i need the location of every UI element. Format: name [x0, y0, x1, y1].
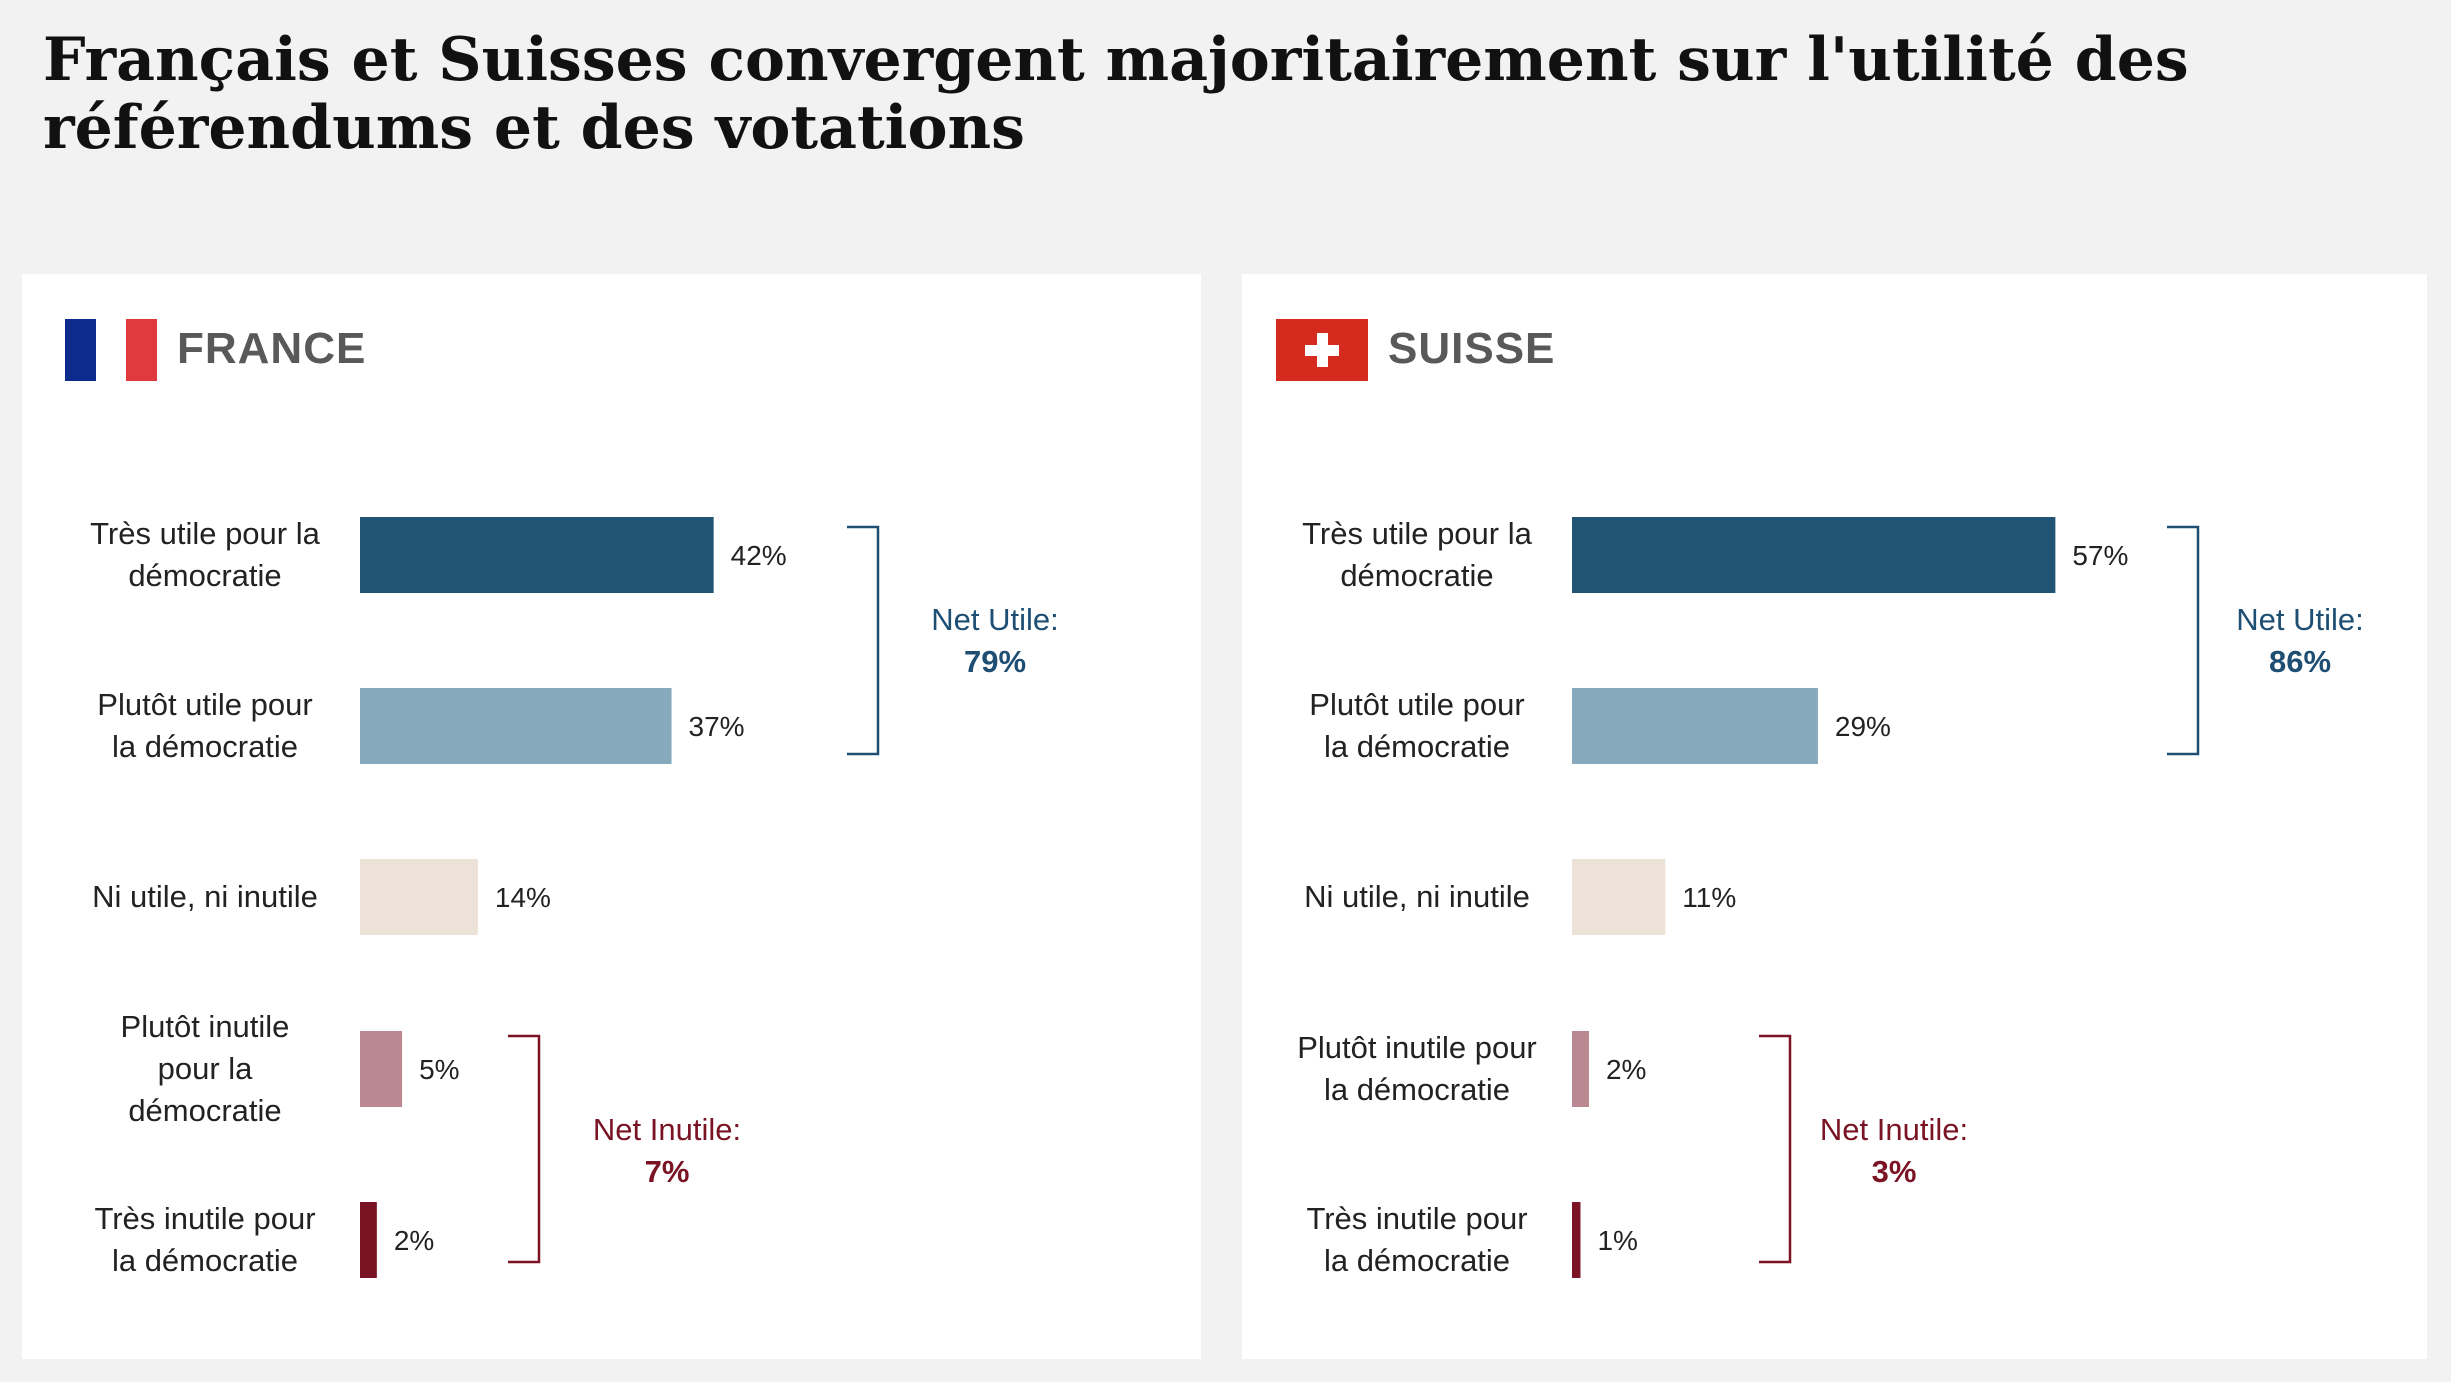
- bar-plutot-inutile: [360, 1031, 403, 1107]
- net-inutile-value: 3%: [1871, 1154, 1917, 1189]
- category-label-line: démocratie: [1340, 558, 1494, 593]
- category-label-line: Ni utile, ni inutile: [1304, 879, 1530, 914]
- page-title: Français et Suisses convergent majoritai…: [43, 25, 2189, 163]
- category-label-plutot-inutile: Plutôt inutile pour la démocratie: [45, 1006, 365, 1132]
- category-label-line: la démocratie: [1323, 1243, 1511, 1278]
- bar-tres-inutile: [360, 1202, 377, 1278]
- france-panel: FRANCE 42% 37% 14% 5% 2% Très utile pour la dé…: [22, 274, 1201, 1359]
- bracket-net-inutile: [508, 1034, 541, 1264]
- bar-chart-france: 42% 37% 14% 5% 2%: [360, 517, 880, 1278]
- category-label-line: Très inutile pour: [1306, 1201, 1528, 1236]
- category-label-tres-inutile: Très inutile pour la démocratie: [1257, 1198, 1577, 1282]
- value-label-tres-inutile: 2%: [394, 1225, 434, 1256]
- category-label-line: Très utile pour la: [90, 516, 320, 551]
- category-label-line: Plutôt utile pour: [1309, 687, 1525, 722]
- country-name-suisse: SUISSE: [1388, 324, 1556, 373]
- value-label-tres-utile: 57%: [2072, 540, 2128, 571]
- category-label-line: Ni utile, ni inutile: [92, 879, 318, 914]
- bar-ni-utile-ni-inutile: [360, 859, 478, 935]
- bar-plutot-utile: [1572, 688, 1818, 764]
- bracket-net-utile: [847, 525, 880, 756]
- net-utile-label: Net Utile:: [931, 602, 1059, 637]
- bar-plutot-inutile: [1572, 1031, 1589, 1107]
- category-label-plutot-utile: Plutôt utile pour la démocratie: [1257, 684, 1577, 768]
- category-label-line: la démocratie: [111, 729, 299, 764]
- value-label-plutot-utile: 37%: [689, 711, 745, 742]
- value-label-tres-utile: 42%: [731, 540, 787, 571]
- category-label-line: Plutôt utile pour: [97, 687, 313, 722]
- value-label-tres-inutile: 1%: [1597, 1225, 1637, 1256]
- country-name-france: FRANCE: [177, 324, 367, 373]
- net-utile-value: 79%: [963, 644, 1027, 679]
- category-label-plutot-inutile: Plutôt inutile pour la démocratie: [1257, 1027, 1577, 1111]
- bar-tres-utile: [360, 517, 714, 593]
- category-label-ni-utile-ni-inutile: Ni utile, ni inutile: [45, 876, 365, 918]
- category-label-line: Plutôt inutile pour: [1297, 1030, 1537, 1065]
- bar-plutot-utile: [360, 688, 672, 764]
- category-label-plutot-utile: Plutôt utile pour la démocratie: [45, 684, 365, 768]
- value-label-plutot-inutile: 2%: [1606, 1054, 1646, 1085]
- bracket-net-inutile: [1759, 1034, 1792, 1264]
- value-label-ni-utile-ni-inutile: 11%: [1682, 882, 1736, 913]
- category-label-line: démocratie: [128, 558, 282, 593]
- net-inutile-value: 7%: [644, 1154, 690, 1189]
- category-label-tres-inutile: Très inutile pour la démocratie: [45, 1198, 365, 1282]
- category-label-tres-utile: Très utile pour la démocratie: [1257, 513, 1577, 597]
- category-label-ni-utile-ni-inutile: Ni utile, ni inutile: [1257, 876, 1577, 918]
- bracket-net-utile: [2167, 525, 2200, 756]
- suisse-panel: SUISSE 57% 29% 11% 2% 1% Très utile pour la dé…: [1242, 274, 2427, 1359]
- category-label-line: Très utile pour la: [1302, 516, 1532, 551]
- france-flag-icon: [65, 319, 158, 381]
- value-label-plutot-inutile: 5%: [419, 1054, 459, 1085]
- bar-tres-utile: [1572, 517, 2056, 593]
- category-label-line: la démocratie: [1323, 1072, 1511, 1107]
- category-label-tres-utile: Très utile pour la démocratie: [45, 513, 365, 597]
- category-label-line: démocratie: [128, 1093, 282, 1128]
- swiss-flag-icon: [1276, 319, 1368, 381]
- net-utile-label: Net Utile:: [2236, 602, 2364, 637]
- category-label-line: la démocratie: [1323, 729, 1511, 764]
- value-label-ni-utile-ni-inutile: 14%: [495, 882, 551, 913]
- category-label-line: Très inutile pour: [94, 1201, 316, 1236]
- value-label-plutot-utile: 29%: [1835, 711, 1891, 742]
- category-label-line: pour la: [157, 1051, 253, 1086]
- net-inutile-label: Net Inutile:: [592, 1112, 742, 1147]
- category-label-line: Plutôt inutile: [120, 1009, 290, 1044]
- bar-ni-utile-ni-inutile: [1572, 859, 1666, 935]
- bar-tres-inutile: [1572, 1202, 1581, 1278]
- bar-chart-suisse: 57% 29% 11% 2% 1%: [1572, 517, 2200, 1278]
- net-utile-value: 86%: [2268, 644, 2332, 679]
- net-inutile-label: Net Inutile:: [1819, 1112, 1969, 1147]
- category-label-line: la démocratie: [111, 1243, 299, 1278]
